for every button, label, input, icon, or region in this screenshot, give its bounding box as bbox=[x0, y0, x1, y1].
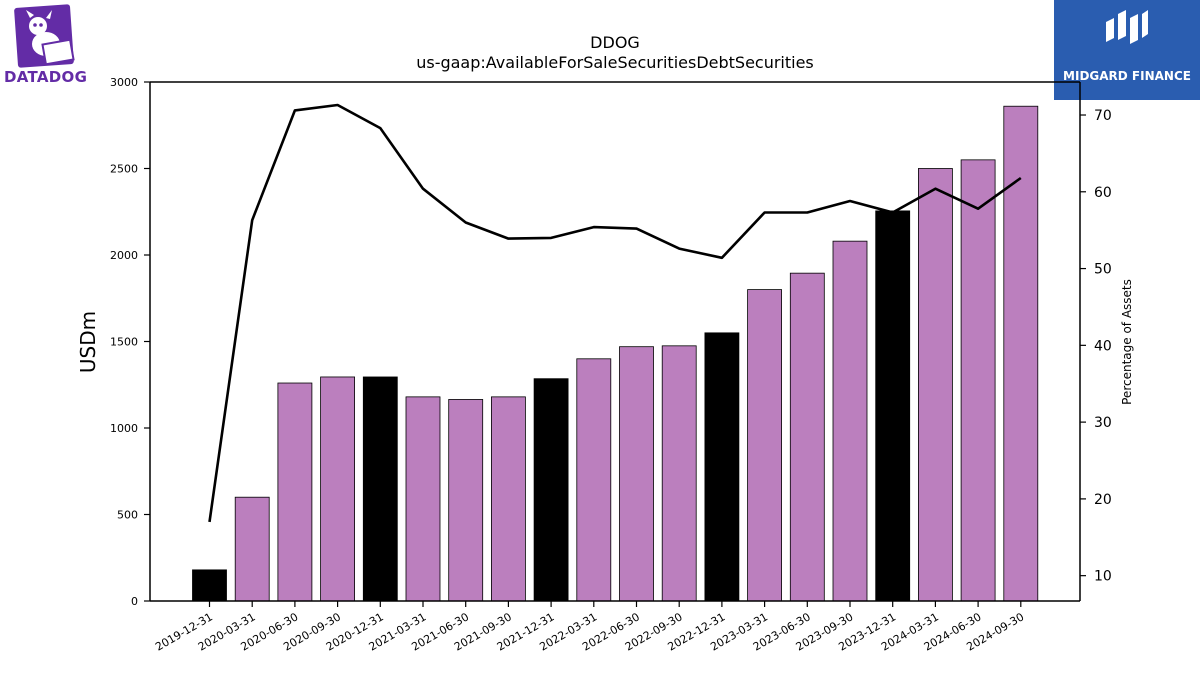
datadog-dog-icon bbox=[14, 4, 75, 68]
midgard-finance-logo: MIDGARD FINANCE bbox=[1054, 0, 1200, 100]
y2-tick-label-70: 70 bbox=[1094, 108, 1112, 124]
bar-2022-03-31 bbox=[576, 358, 612, 602]
y2-tick-label-20: 20 bbox=[1094, 492, 1112, 508]
bar-2020-12-31 bbox=[362, 376, 398, 602]
bar-2020-06-30 bbox=[277, 382, 313, 602]
percentage-of-assets-line bbox=[208, 103, 1022, 523]
bar-2021-12-31 bbox=[533, 378, 569, 602]
y2-tick-label-10: 10 bbox=[1094, 569, 1112, 585]
midgard-emblem-icon bbox=[1106, 10, 1148, 44]
chart-subtitle: us-gaap:AvailableForSaleSecuritiesDebtSe… bbox=[416, 53, 814, 72]
bar-2020-09-30 bbox=[320, 376, 356, 602]
bar-2024-06-30 bbox=[960, 159, 996, 602]
line-layer bbox=[208, 103, 1022, 523]
y-tick-label-2500: 2500 bbox=[110, 163, 138, 176]
datadog-logo-text: DATADOG bbox=[4, 68, 88, 86]
chart-title: DDOG bbox=[590, 33, 640, 52]
bar-2019-12-31 bbox=[192, 569, 227, 602]
y2-tick-label-60: 60 bbox=[1094, 185, 1112, 201]
midgard-logo-text: MIDGARD FINANCE bbox=[1063, 69, 1191, 83]
bar-2023-06-30 bbox=[789, 272, 825, 602]
y2-tick-label-50: 50 bbox=[1094, 262, 1112, 278]
bar-2022-06-30 bbox=[619, 346, 654, 602]
bar-2023-09-30 bbox=[832, 240, 868, 602]
y-tick-label-2000: 2000 bbox=[110, 249, 138, 262]
y-tick-label-0: 0 bbox=[131, 595, 138, 608]
bar-2021-06-30 bbox=[448, 399, 484, 602]
bar-2021-03-31 bbox=[405, 396, 441, 602]
bar-2021-09-30 bbox=[490, 396, 526, 602]
datadog-logo bbox=[2, 4, 90, 90]
y2-tick-label-40: 40 bbox=[1094, 338, 1112, 354]
bar-2024-03-31 bbox=[918, 168, 953, 602]
bar-2023-12-31 bbox=[875, 210, 911, 602]
bar-2022-12-31 bbox=[704, 332, 740, 602]
y2-axis-label: Percentage of Assets bbox=[1120, 279, 1134, 405]
y-tick-label-3000: 3000 bbox=[110, 76, 138, 89]
bar-2020-03-31 bbox=[234, 496, 270, 602]
y-axis-label: USDm bbox=[76, 311, 100, 373]
y-tick-label-500: 500 bbox=[117, 509, 138, 522]
bar-2024-09-30 bbox=[1003, 105, 1039, 602]
bars-layer bbox=[192, 105, 1039, 602]
y-tick-label-1000: 1000 bbox=[110, 422, 138, 435]
bar-2022-09-30 bbox=[661, 345, 697, 602]
bar-2023-03-31 bbox=[747, 289, 782, 602]
y-tick-label-1500: 1500 bbox=[110, 336, 138, 349]
y2-tick-label-30: 30 bbox=[1094, 415, 1112, 431]
